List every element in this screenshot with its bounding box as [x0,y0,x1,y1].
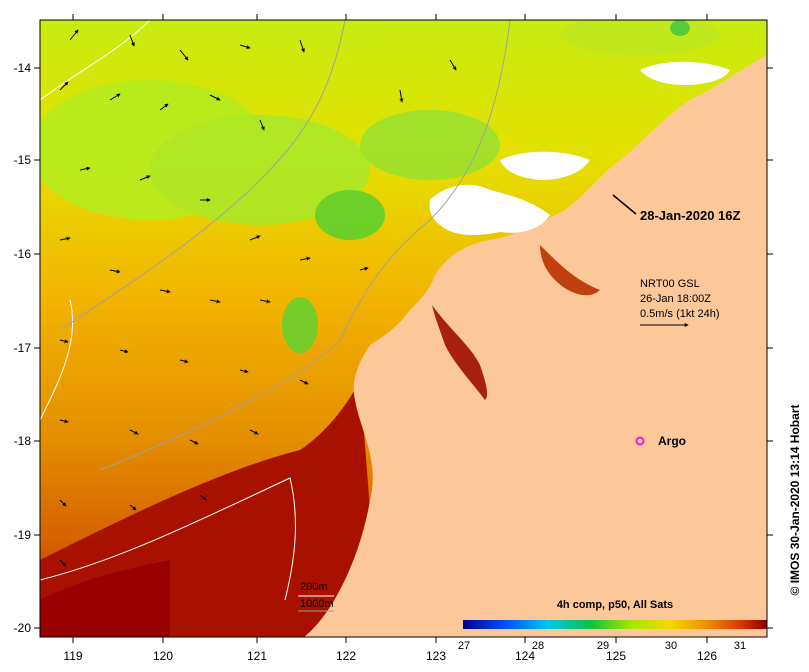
colorbar-tick-28: 28 [532,640,544,652]
colorbar-tick-31: 31 [734,640,746,652]
plot-frame [39,19,768,638]
colorbar-ramp [463,620,767,629]
current-scale-label: 0.5m/s (1kt 24h) [640,308,719,320]
lon-tick-124: 124 [515,649,535,663]
current-time-label: 26-Jan 18:00Z [640,293,711,305]
current-vectors [59,29,457,567]
lon-tick-122: 122 [336,649,356,663]
depth-contour-lines [40,20,511,601]
lon-tick-121: 121 [247,649,267,663]
colorbar-tick-labels: 27 28 29 30 31 [458,640,746,652]
colorbar-tick-29: 29 [597,640,609,652]
snapshot-label: 28-Jan-2020 16Z [640,208,741,223]
current-model-label: NRT00 GSL [640,278,700,290]
lat-tick-20: -20 [14,621,32,635]
lat-tick-14: -14 [14,61,32,75]
lat-tick-16: -16 [14,247,32,261]
lat-tick-18: -18 [14,434,32,448]
lon-tick-123: 123 [426,649,446,663]
colorbar-title: 4h comp, p50, All Sats [557,599,673,611]
coastal-fringe [540,245,600,296]
warm-southwest [40,560,170,637]
lat-tick-labels: -14 -15 -16 -17 -18 -19 -20 [14,61,32,635]
lon-tick-120: 120 [153,649,173,663]
depth-contour-label-1000m: 1000m [300,598,334,610]
cool-patches [40,20,720,353]
lon-tick-labels: 119 120 121 122 123 124 125 126 [63,649,717,663]
colorbar: 4h comp, p50, All Sats [463,599,767,629]
imos-credit: © IMOS 30-Jan-2020 13:14 Hobart [788,405,802,596]
colorbar-tick-30: 30 [665,640,677,652]
depth-contour-label-200m: 200m [300,581,328,593]
cloud-cover [429,61,730,236]
snapshot-pointer [612,194,637,215]
depth-legend: 200m 1000m [298,581,334,612]
lon-tick-119: 119 [63,649,82,663]
lat-tick-17: -17 [14,341,32,355]
colorbar-tick-27: 27 [458,640,470,652]
lon-tick-126: 126 [697,649,717,663]
lon-ticks [72,14,708,643]
argo-label: Argo [658,434,686,448]
argo-float-marker [635,436,645,446]
inlet [432,305,488,400]
lat-ticks [34,67,773,629]
land [303,20,767,637]
lon-tick-125: 125 [606,649,626,663]
lat-tick-15: -15 [14,153,32,167]
lat-tick-19: -19 [14,528,32,542]
